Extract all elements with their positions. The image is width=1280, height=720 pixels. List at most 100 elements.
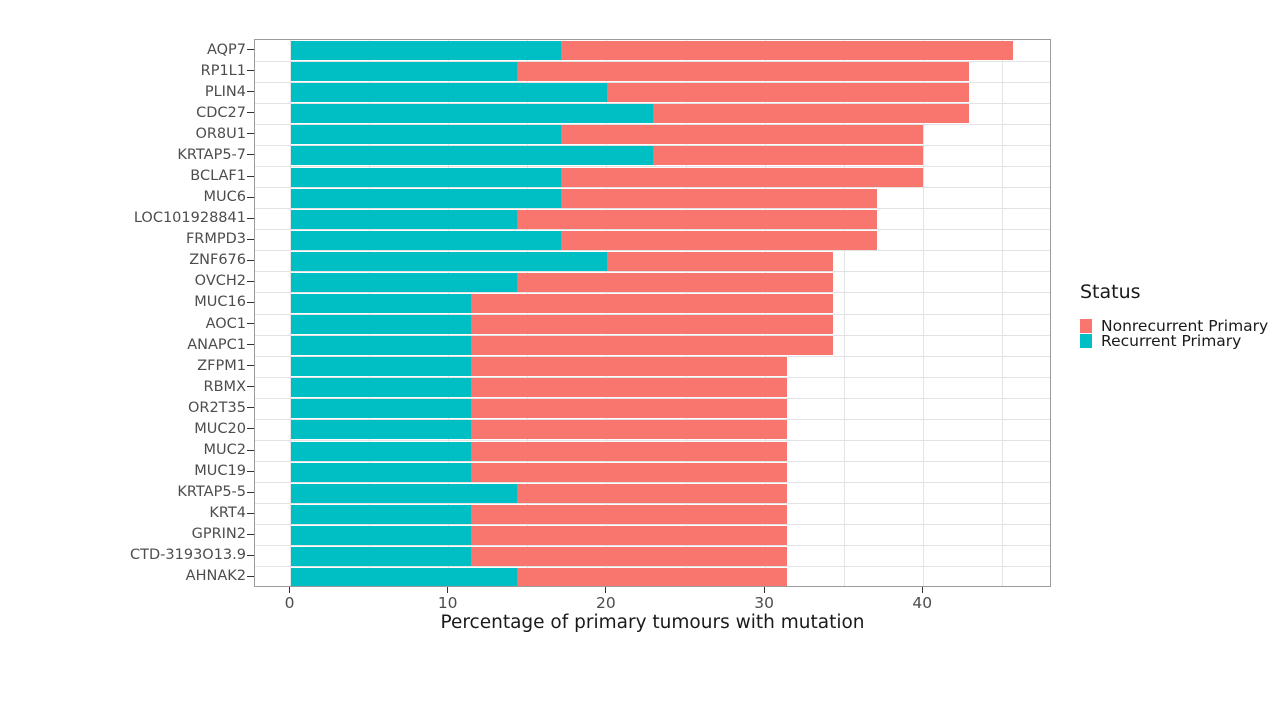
bar-segment-nonrecurrent [470,357,788,377]
bar-segment-recurrent [290,525,471,545]
y-axis-gene-label: LOC101928841 [133,210,246,227]
bar-segment-nonrecurrent [470,504,788,524]
gridline-horizontal [255,81,1050,83]
gridline-horizontal [255,250,1050,252]
gridline-horizontal [255,376,1050,378]
bar-segment-recurrent [290,125,562,145]
plot-panel [254,39,1051,587]
x-axis-tick-mark [763,587,765,593]
bar-segment-nonrecurrent [470,336,834,356]
bar-segment-nonrecurrent [470,315,834,335]
bar-segment-recurrent [290,293,471,313]
gridline-vertical [606,40,608,586]
bar-segment-nonrecurrent [561,188,878,208]
bar-segment-nonrecurrent [516,209,878,229]
bar-segment-nonrecurrent [561,230,878,250]
y-axis-tick-mark [247,154,254,156]
y-axis-gene-label: AOC1 [205,315,246,332]
gridline-horizontal [255,60,1050,62]
bar-segment-nonrecurrent [516,483,788,503]
y-axis-tick-mark [247,91,254,93]
y-axis-gene-label: KRTAP5-7 [177,146,246,163]
y-axis-tick-mark [247,217,254,219]
bar-segment-recurrent [290,504,471,524]
gridline-horizontal [255,355,1050,357]
bar-segment-nonrecurrent [470,525,788,545]
y-axis-tick-mark [247,512,254,514]
y-axis-tick-mark [247,175,254,177]
gridline-vertical [685,40,687,586]
y-axis-gene-label: KRT4 [209,505,246,522]
y-axis-gene-label: CDC27 [196,104,246,121]
y-axis-gene-label: BCLAF1 [190,168,246,184]
y-axis-tick-mark [247,428,254,430]
bar-segment-recurrent [290,315,471,335]
legend-items: Nonrecurrent Primary Recurrent Primary [1080,316,1269,351]
y-axis-tick-mark [247,575,254,577]
gridline-horizontal [255,397,1050,399]
x-axis-tick-mark [605,587,607,593]
y-axis-gene-label: AQP7 [206,41,246,58]
gridline-horizontal [255,165,1050,167]
gridline-vertical [527,40,529,586]
y-axis-tick-mark [247,259,254,261]
gridline-horizontal [255,187,1050,189]
bar-segment-nonrecurrent [516,567,788,586]
y-axis-gene-label: MUC20 [194,420,246,437]
x-axis-title: Percentage of primary tumours with mutat… [440,612,865,633]
y-axis-gene-label: OR8U1 [195,125,246,142]
gridline-horizontal [255,524,1050,526]
bar-segment-recurrent [290,420,471,440]
bar-segment-nonrecurrent [652,104,970,124]
y-axis-gene-label: ZFPM1 [197,357,246,374]
y-axis-tick-mark [247,280,254,282]
y-axis-tick-mark [247,301,254,303]
bar-segment-recurrent [290,567,517,586]
bar-segment-recurrent [290,104,653,124]
y-axis-tick-mark [247,449,254,451]
y-axis-tick-mark [247,365,254,367]
y-axis-tick-mark [247,491,254,493]
y-axis-gene-label: KRTAP5-5 [177,484,246,501]
x-axis-tick-label: 0 [284,594,295,612]
gridline-vertical [922,40,924,586]
y-axis-gene-label: RP1L1 [200,62,246,79]
gridline-horizontal [255,208,1050,210]
bar-segment-recurrent [290,272,517,292]
bar-segment-recurrent [290,41,562,61]
x-axis-tick-label: 10 [437,594,458,612]
bar-segment-nonrecurrent [606,83,970,103]
y-axis-gene-label: AHNAK2 [185,568,246,585]
y-axis-gene-label: PLIN4 [204,83,246,100]
bar-segment-nonrecurrent [470,441,788,461]
bar-segment-recurrent [290,378,471,398]
bar-segment-nonrecurrent [652,146,924,166]
legend-item: Recurrent Primary [1080,332,1268,351]
legend-item-label: Recurrent Primary [1101,332,1242,351]
legend-title: Status [1080,281,1141,303]
y-axis-tick-mark [247,470,254,472]
gridline-horizontal [255,229,1050,231]
legend-item: Nonrecurrent Primary [1080,316,1269,335]
gridline-vertical [843,40,845,586]
bar-segment-nonrecurrent [470,462,788,482]
legend: Status Nonrecurrent Primary Recurrent Pri… [1080,281,1269,351]
y-axis-tick-mark [247,112,254,114]
y-axis-tick-mark [247,196,254,198]
bar-segment-recurrent [290,357,471,377]
x-axis-tick-label: 20 [596,594,616,612]
gridline-horizontal [255,461,1050,463]
y-axis-tick-mark [247,238,254,240]
y-axis-tick-mark [247,70,254,72]
bar-segment-recurrent [290,188,562,208]
gridline-horizontal [255,439,1050,441]
legend-item-label: Nonrecurrent Primary [1101,316,1269,335]
bar-segment-recurrent [290,336,471,356]
bar-segment-recurrent [290,483,517,503]
y-axis-tick-mark [247,133,254,135]
gridline-vertical [764,40,766,586]
bar-segment-recurrent [290,209,517,229]
y-axis-gene-label: RBMX [203,378,246,395]
gridline-horizontal [255,123,1050,125]
